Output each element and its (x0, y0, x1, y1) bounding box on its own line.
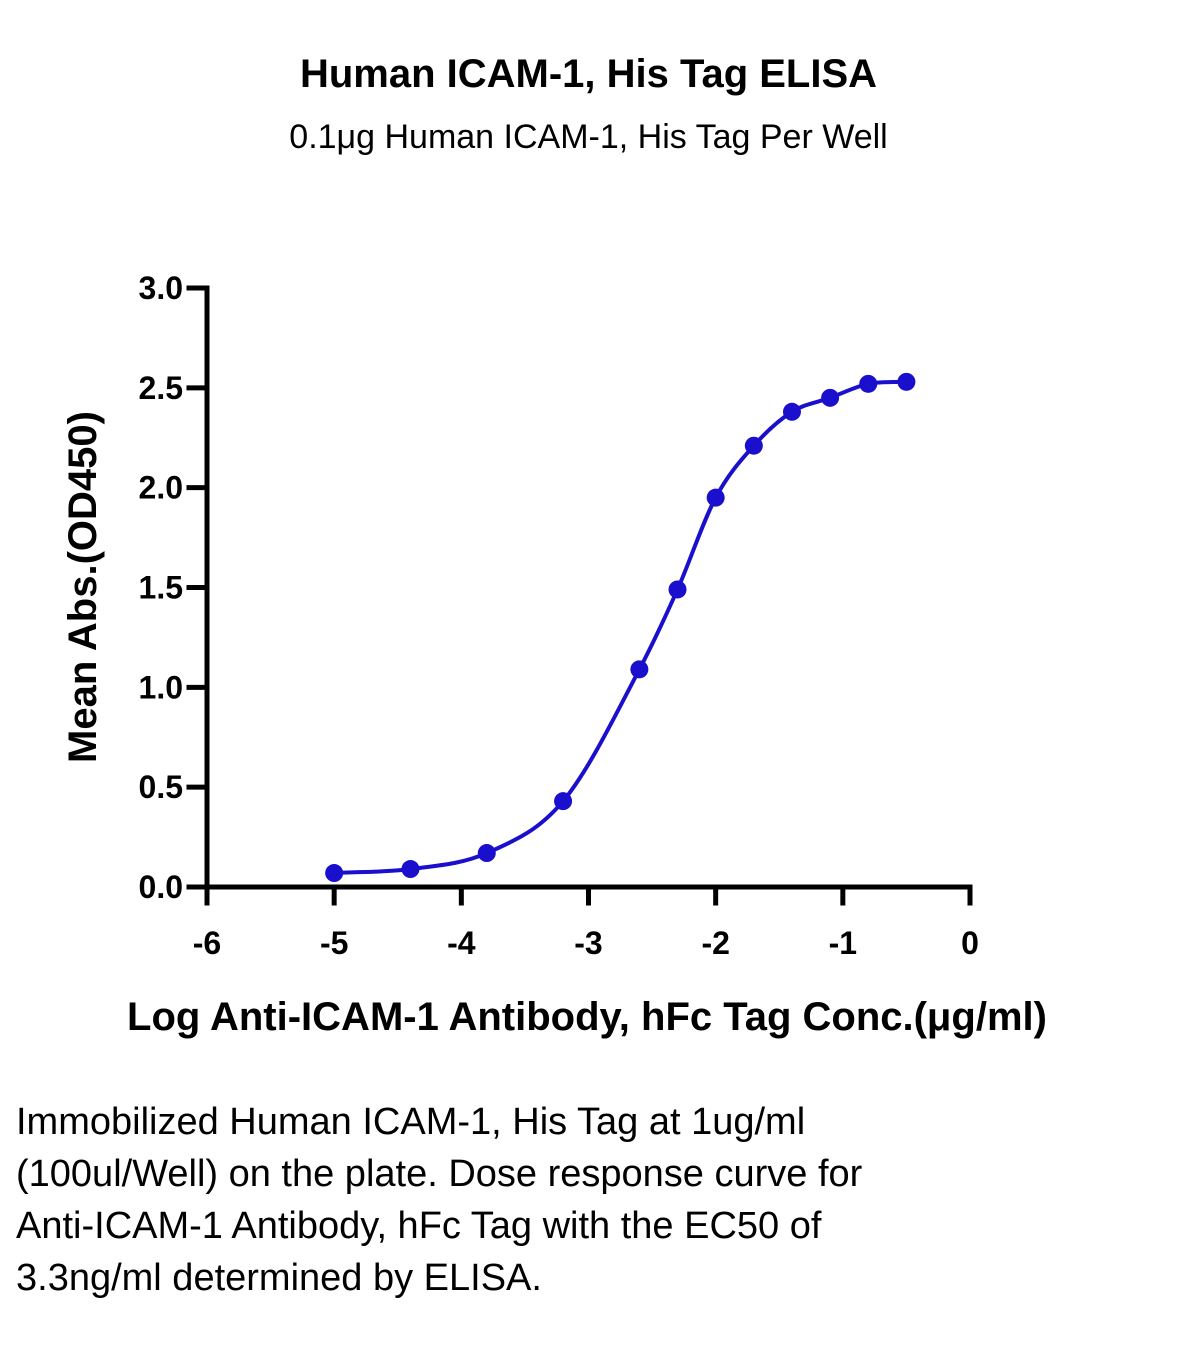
data-point (821, 388, 840, 407)
x-tick-label: -4 (447, 925, 476, 961)
figure-caption: Immobilized Human ICAM-1, His Tag at 1ug… (16, 1101, 863, 1299)
chart-title: Human ICAM-1, His Tag ELISA (299, 52, 878, 96)
x-tick-label: -1 (829, 925, 857, 961)
data-point (859, 374, 878, 393)
data-points-layer (325, 372, 916, 883)
chart-axes: 0.0 0.5 1.0 1.5 2.0 2.5 3.0 -6 -5 -4 -3 -2 -1 0 (139, 270, 979, 961)
data-point (401, 860, 420, 879)
fit-curve-layer (334, 379, 907, 875)
y-tick-label: 1.5 (139, 570, 183, 606)
y-tick-label: 2.0 (139, 470, 183, 506)
data-point (554, 792, 573, 811)
y-tick-label: 1.0 (139, 669, 183, 705)
data-point (477, 844, 496, 863)
y-axis-title: Mean Abs.(OD450) (61, 411, 105, 763)
x-tick-label: -6 (193, 925, 221, 961)
x-tick-label: -5 (320, 925, 348, 961)
data-point (897, 372, 916, 391)
x-axis-title: Log Anti-ICAM-1 Antibody, hFc Tag Conc.(… (127, 995, 1047, 1039)
data-point (668, 580, 687, 599)
data-point (325, 864, 344, 883)
data-point (630, 660, 649, 679)
y-tick-label: 3.0 (139, 270, 183, 306)
y-tick-label: 2.5 (139, 370, 183, 406)
data-point (744, 436, 763, 455)
y-tick-label: 0.5 (139, 769, 183, 805)
x-tick-label: 0 (961, 925, 979, 961)
chart-subtitle: 0.1μg Human ICAM-1, His Tag Per Well (289, 118, 888, 156)
y-tick-label: 0.0 (139, 869, 183, 905)
x-tick-label: -2 (701, 925, 729, 961)
data-point (782, 402, 801, 421)
data-point (706, 488, 725, 507)
fit-curve (334, 379, 907, 875)
x-tick-label: -3 (574, 925, 602, 961)
